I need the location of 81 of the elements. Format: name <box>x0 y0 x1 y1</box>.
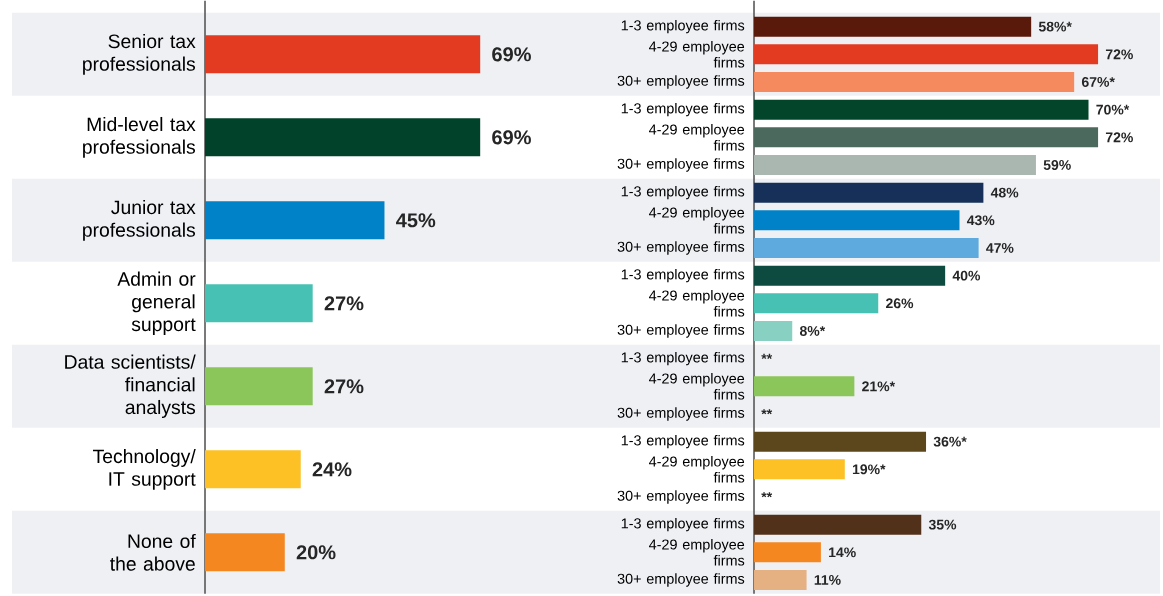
y-tick-label: Technology/ IT support <box>93 449 196 490</box>
data-label: 14% <box>829 547 856 558</box>
bar <box>754 182 984 203</box>
bar <box>205 367 313 406</box>
y-tick-label: 1-3 employee firms <box>621 186 745 200</box>
bar <box>205 284 313 323</box>
y-tick-label: Admin or general support <box>117 271 196 336</box>
text: ** <box>761 409 773 415</box>
data-label: 59% <box>1043 160 1071 171</box>
y-tick-label: 1-3 employee firms <box>621 20 745 34</box>
data-label: 11% <box>814 575 841 586</box>
y-tick-label: 4-29 employee firms <box>649 373 745 400</box>
bar <box>754 514 922 535</box>
bar <box>754 265 946 286</box>
data-label: 35% <box>928 519 957 530</box>
bar <box>754 44 1099 65</box>
y-tick-label: 30+ employee firms <box>617 324 745 338</box>
y-tick-label: 30+ employee firms <box>617 490 745 504</box>
y-tick-label: 4-29 employee firms <box>649 539 745 566</box>
y-tick-label: 1-3 employee firms <box>621 518 745 532</box>
bar <box>754 72 1075 93</box>
data-label: 21%* <box>862 381 896 392</box>
data-label: 72% <box>1105 49 1133 60</box>
bar <box>754 210 960 231</box>
bar <box>754 321 793 342</box>
y-tick-label: 30+ employee firms <box>617 75 745 89</box>
bar <box>754 293 879 314</box>
bar <box>205 533 285 572</box>
y-tick-label: Senior tax professionals <box>83 34 196 75</box>
data-label: 67%* <box>1081 77 1115 88</box>
bar <box>205 201 385 240</box>
bar <box>754 542 821 563</box>
bar <box>205 35 481 74</box>
data-label: 45% <box>396 213 436 228</box>
y-tick-label: 1-3 employee firms <box>621 103 745 117</box>
data-label: 36%* <box>933 436 967 447</box>
bar <box>754 99 1089 120</box>
data-label: 47% <box>986 243 1014 254</box>
y-tick-label: None of the above <box>110 534 196 571</box>
y-tick-label: 1-3 employee firms <box>621 269 745 283</box>
data-label: 70%* <box>1096 104 1130 115</box>
data-label: 27% <box>324 296 364 311</box>
text: ** <box>761 353 773 360</box>
y-tick-label: Mid-level tax professionals <box>83 117 196 158</box>
data-label: 69% <box>492 130 531 145</box>
y-tick-label: 1-3 employee firms <box>621 435 745 449</box>
bar <box>205 450 301 489</box>
data-label: 48% <box>990 187 1019 198</box>
bar <box>754 238 979 259</box>
data-label: 26% <box>886 298 914 309</box>
data-label: 27% <box>324 379 364 394</box>
data-label: 40% <box>952 270 981 281</box>
y-tick-label: 4-29 employee firms <box>649 124 745 151</box>
data-label: 20% <box>296 545 336 560</box>
bar <box>754 431 927 452</box>
y-tick-label: 30+ employee firms <box>617 573 745 587</box>
y-tick-label: 4-29 employee firms <box>649 456 745 483</box>
y-tick-label: 1-3 employee firms <box>621 352 745 366</box>
bar <box>754 16 1032 37</box>
bar <box>754 570 807 591</box>
y-tick-label: Junior tax professionals <box>83 200 196 241</box>
bar <box>205 118 481 157</box>
data-label: 58%* <box>1038 21 1072 32</box>
data-label: 8%* <box>799 326 826 337</box>
y-tick-label: 4-29 employee firms <box>649 290 745 317</box>
data-label: 72% <box>1105 132 1133 143</box>
data-label: 43% <box>966 215 995 226</box>
bar <box>754 459 845 480</box>
data-label: 24% <box>312 462 352 477</box>
y-tick-label: 4-29 employee firms <box>649 41 745 68</box>
bar <box>754 376 855 397</box>
y-tick-label: 30+ employee firms <box>617 158 745 172</box>
y-tick-label: 30+ employee firms <box>617 407 745 421</box>
data-label: 69% <box>492 47 531 62</box>
y-tick-label: Data scientists/ financial analysts <box>65 354 196 419</box>
bar <box>754 155 1036 176</box>
y-tick-label: 30+ employee firms <box>617 241 745 255</box>
bar <box>754 127 1099 148</box>
text: ** <box>761 492 773 498</box>
y-tick-label: 4-29 employee firms <box>649 207 745 234</box>
data-label: 19%* <box>852 464 886 475</box>
